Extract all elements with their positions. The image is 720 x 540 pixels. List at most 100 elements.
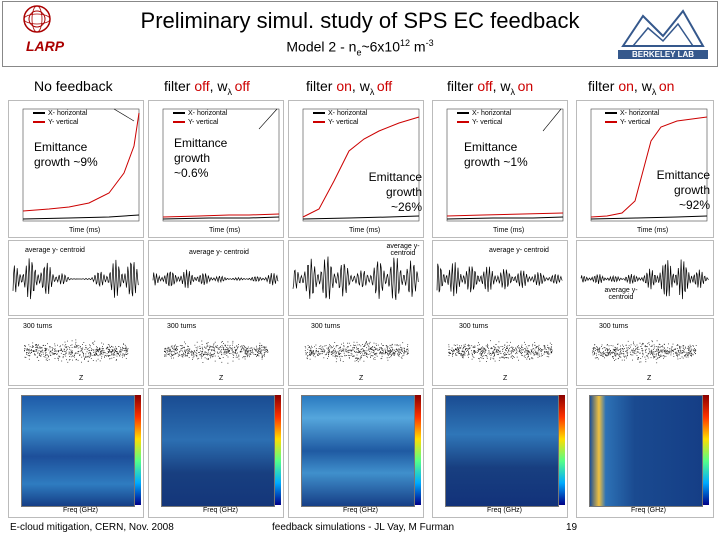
scatter-point (120, 351, 122, 353)
scatter-point (41, 347, 42, 349)
scatter-point (386, 352, 387, 353)
scatter-point (488, 347, 489, 349)
scatter-point (678, 351, 679, 352)
scatter-point (384, 351, 386, 353)
scatter-point (390, 345, 392, 347)
scatter-point (504, 355, 506, 356)
scatter-point (671, 346, 673, 347)
scatter-point (657, 352, 659, 354)
scatter-point (623, 354, 625, 356)
scatter-point (402, 342, 404, 344)
scatter-point (535, 351, 537, 352)
scatter-point (621, 359, 623, 361)
scatter-point (546, 353, 548, 355)
footer-left: E-cloud mitigation, CERN, Nov. 2008 (10, 522, 174, 533)
scatter-point (478, 342, 479, 344)
scatter-point (631, 349, 633, 351)
scatter-point (305, 353, 307, 354)
scatter-point (127, 348, 129, 349)
scatter-point (540, 355, 542, 357)
scatter-point (343, 350, 345, 352)
scatter-point (372, 355, 374, 357)
scatter-point (391, 353, 393, 355)
scatter-point (651, 351, 652, 352)
scatter-point (62, 351, 63, 352)
scatter-point (527, 345, 529, 347)
scatter-point (487, 343, 488, 345)
scatter-point (333, 349, 335, 351)
scatter-point (503, 354, 505, 356)
scatter-point (222, 346, 224, 348)
scatter-point (684, 355, 685, 356)
scatter-point (29, 355, 31, 357)
scatter-point (254, 354, 256, 355)
scatter-point (196, 350, 197, 351)
col5-colorbar (703, 395, 709, 505)
scatter-point (596, 346, 598, 347)
scatter-point (108, 352, 110, 354)
scatter-point (506, 348, 507, 349)
scatter-point (396, 348, 397, 350)
slide-title: Preliminary simul. study of SPS EC feedb… (140, 8, 580, 33)
scatter-point (387, 359, 389, 361)
scatter-point (55, 351, 57, 353)
scatter-point (387, 346, 389, 348)
col4-emittance-plot: X- horizontal Y- vertical Time (ms) (432, 100, 568, 238)
scatter-point (246, 348, 247, 350)
scatter-point (359, 344, 360, 346)
scatter-point (506, 348, 508, 349)
scatter-point (118, 351, 120, 353)
scatter-point (255, 350, 257, 352)
scatter-point (401, 353, 402, 354)
scatter-point (364, 352, 366, 354)
scatter-point (24, 345, 25, 347)
scatter-point (480, 354, 482, 356)
scatter-point (46, 354, 48, 356)
scatter-point (506, 353, 508, 355)
scatter-point (468, 356, 469, 358)
scatter-point (548, 353, 549, 355)
scatter-point (348, 342, 350, 344)
scatter-point (109, 358, 111, 360)
scatter-point (512, 348, 514, 350)
scatter-point (42, 353, 44, 355)
scatter-point (202, 362, 204, 363)
scatter-point (526, 350, 528, 352)
scatter-point (236, 345, 238, 347)
scatter-point (461, 345, 462, 347)
scatter-point (35, 345, 37, 346)
scatter-point (380, 351, 381, 352)
scatter-point (208, 358, 209, 360)
scatter-point (453, 350, 455, 352)
scatter-point (656, 351, 658, 352)
scatter-point (388, 353, 390, 355)
scatter-point (187, 353, 188, 354)
scatter-point (607, 349, 609, 351)
scatter-point (256, 347, 258, 349)
scatter-point (257, 354, 259, 356)
scatter-point (313, 351, 314, 352)
scatter-point (74, 345, 75, 347)
scatter-point (120, 351, 122, 353)
scatter-point (232, 351, 234, 353)
scatter-point (663, 355, 665, 356)
col3-centroid-plot: average y- centroid (288, 240, 424, 316)
scatter-point (677, 344, 679, 346)
scatter-point (664, 356, 665, 358)
scatter-point (62, 354, 64, 355)
scatter-point (125, 353, 127, 355)
scatter-point (614, 353, 615, 355)
scatter-point (658, 351, 659, 353)
scatter-point (663, 343, 665, 345)
scatter-point (492, 352, 494, 354)
scatter-point (679, 348, 681, 350)
col5-centroid-label: average y- centroid (603, 287, 639, 301)
scatter-point (687, 345, 689, 347)
scatter-point (524, 341, 525, 343)
scatter-point (168, 353, 169, 355)
scatter-point (538, 354, 540, 356)
scatter-point (373, 350, 374, 351)
scatter-point (53, 353, 55, 355)
scatter-point (485, 355, 486, 356)
scatter-point (635, 345, 636, 347)
